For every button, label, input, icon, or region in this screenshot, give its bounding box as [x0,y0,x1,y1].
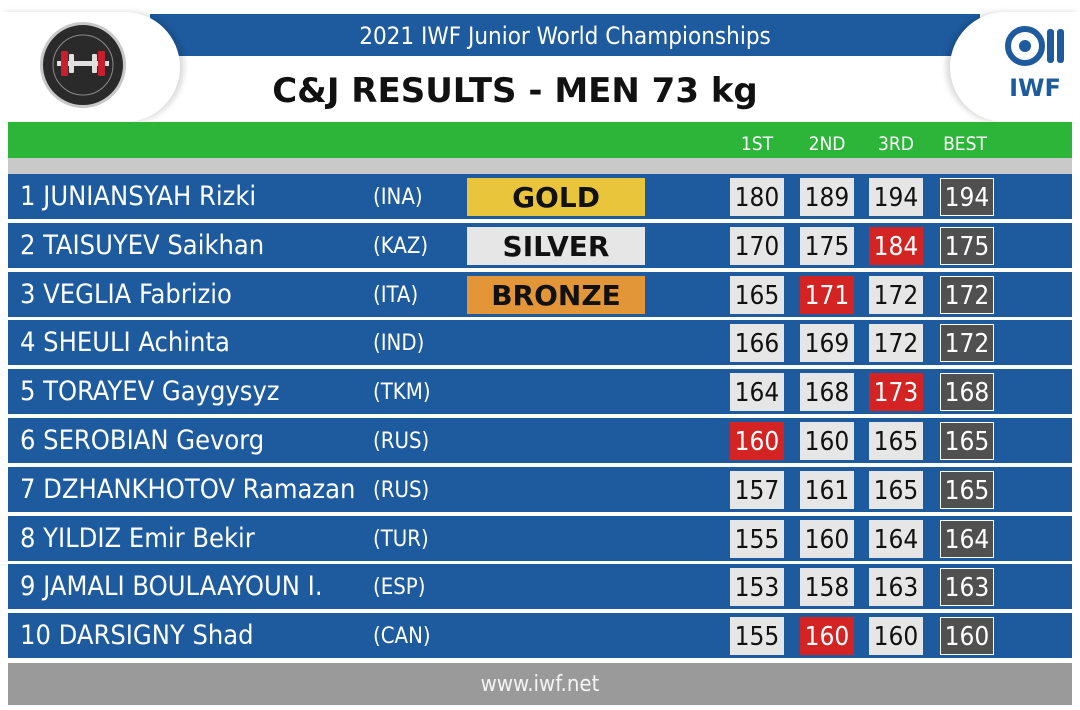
footer-bar [8,663,1072,705]
athlete-nation: (RUS) [373,477,430,503]
athlete-nation: (IND) [373,331,425,357]
column-header-bar [8,122,1072,158]
attempt-1-good: 166 [730,324,784,363]
attempt-2-good: 189 [800,178,854,216]
best-lift: 172 [940,275,994,314]
athlete-nation: (TKM) [373,380,431,406]
attempt-1-good: 153 [730,568,784,607]
table-row: 6 SEROBIAN Gevorg (RUS) 160 160 165 165 [8,417,1072,463]
attempt-3-good: 165 [869,470,923,509]
attempt-1-good: 180 [730,178,784,216]
results-subtitle: C&J RESULTS - MEN 73 kg [272,71,758,111]
attempt-2-good: 161 [800,470,854,509]
table-row: 8 YILDIZ Emir Bekir (TUR) 155 160 164 164 [8,515,1072,561]
attempt-3-good: 172 [869,275,923,314]
iwf-logo-icon [1003,24,1067,76]
attempt-2-good: 175 [800,226,854,265]
best-lift: 175 [940,226,994,265]
column-2nd: 2ND [808,133,846,155]
header-title-bar [150,14,980,56]
table-row: 1 JUNIANSYAH Rizki (INA) GOLD 180 189 194 194 [8,174,1072,219]
attempt-3-failed: 184 [869,226,923,265]
results-table: 1 JUNIANSYAH Rizki (INA) GOLD 180 189 194 194 2… [8,174,1072,662]
athlete-nation: (ITA) [373,282,419,308]
best-lift: 165 [940,470,994,509]
athlete-name: 1 JUNIANSYAH Rizki [20,181,257,212]
table-row: 4 SHEULI Achinta (IND) 166 169 172 172 [8,320,1072,366]
best-lift: 168 [940,373,994,412]
table-row: 3 VEGLIA Fabrizio (ITA) BRONZE 165 171 172 172 [8,271,1072,317]
event-title: 2021 IWF Junior World Championships [359,22,771,50]
attempt-3-good: 164 [869,519,923,558]
athlete-name: 8 YILDIZ Emir Bekir [20,522,255,554]
medal-badge-bronze: BRONZE [467,275,645,314]
attempt-1-good: 155 [730,519,784,558]
attempt-2-failed: 160 [800,617,854,656]
medal-badge-gold: GOLD [467,178,645,216]
attempt-2-good: 158 [800,568,854,607]
attempt-2-good: 160 [800,421,854,460]
best-lift: 163 [940,568,994,607]
attempt-3-good: 194 [869,178,923,216]
medal-badge-silver: SILVER [467,226,645,265]
attempt-2-good: 160 [800,519,854,558]
athlete-name: 3 VEGLIA Fabrizio [20,278,232,310]
table-row: 9 JAMALI BOULAAYOUN I. (ESP) 153 158 163 163 [8,564,1072,610]
athlete-nation: (KAZ) [373,233,429,259]
athlete-nation: (INA) [373,185,423,210]
best-lift: 165 [940,421,994,460]
attempt-3-good: 165 [869,421,923,460]
athlete-nation: (RUS) [373,428,430,454]
attempt-1-good: 157 [730,470,784,509]
attempt-2-good: 168 [800,373,854,412]
athlete-nation: (CAN) [373,624,431,650]
attempt-1-good: 165 [730,275,784,314]
attempt-3-good: 160 [869,617,923,656]
table-row: 10 DARSIGNY Shad (CAN) 155 160 160 160 [8,613,1072,659]
athlete-name: 2 TAISUYEV Saikhan [20,229,265,261]
athlete-name: 5 TORAYEV Gaygysyz [20,376,280,408]
athlete-name: 10 DARSIGNY Shad [20,620,254,652]
footer-url: www.iwf.net [480,672,600,697]
attempt-1-good: 164 [730,373,784,412]
column-1st: 1ST [740,133,774,155]
attempt-2-failed: 171 [800,275,854,314]
column-3rd: 3RD [878,133,914,155]
athlete-name: 4 SHEULI Achinta [20,327,230,359]
column-best: BEST [943,133,987,155]
athlete-name: 6 SEROBIAN Gevorg [20,424,265,456]
table-row: 7 DZHANKHOTOV Ramazan (RUS) 157 161 165 165 [8,466,1072,512]
athlete-name: 7 DZHANKHOTOV Ramazan [20,473,356,505]
table-row: 2 TAISUYEV Saikhan (KAZ) SILVER 170 175 184 17… [8,222,1072,268]
athlete-name: 9 JAMALI BOULAAYOUN I. [20,571,323,603]
best-lift: 164 [940,519,994,558]
athlete-nation: (ESP) [373,575,426,601]
iwf-logo-text: IWF [1009,74,1061,102]
attempt-3-good: 172 [869,324,923,363]
attempt-1-failed: 160 [730,421,784,460]
best-lift: 194 [940,178,994,216]
best-lift: 172 [940,324,994,363]
best-lift: 160 [940,617,994,656]
header-divider [8,158,1072,174]
attempt-1-good: 170 [730,226,784,265]
athlete-nation: (TUR) [373,526,429,552]
table-row: 5 TORAYEV Gaygysyz (TKM) 164 168 173 168 [8,369,1072,415]
attempt-3-good: 163 [869,568,923,607]
attempt-1-good: 155 [730,617,784,656]
attempt-3-failed: 173 [869,373,923,412]
attempt-2-good: 169 [800,324,854,363]
championship-emblem-icon [40,22,126,108]
